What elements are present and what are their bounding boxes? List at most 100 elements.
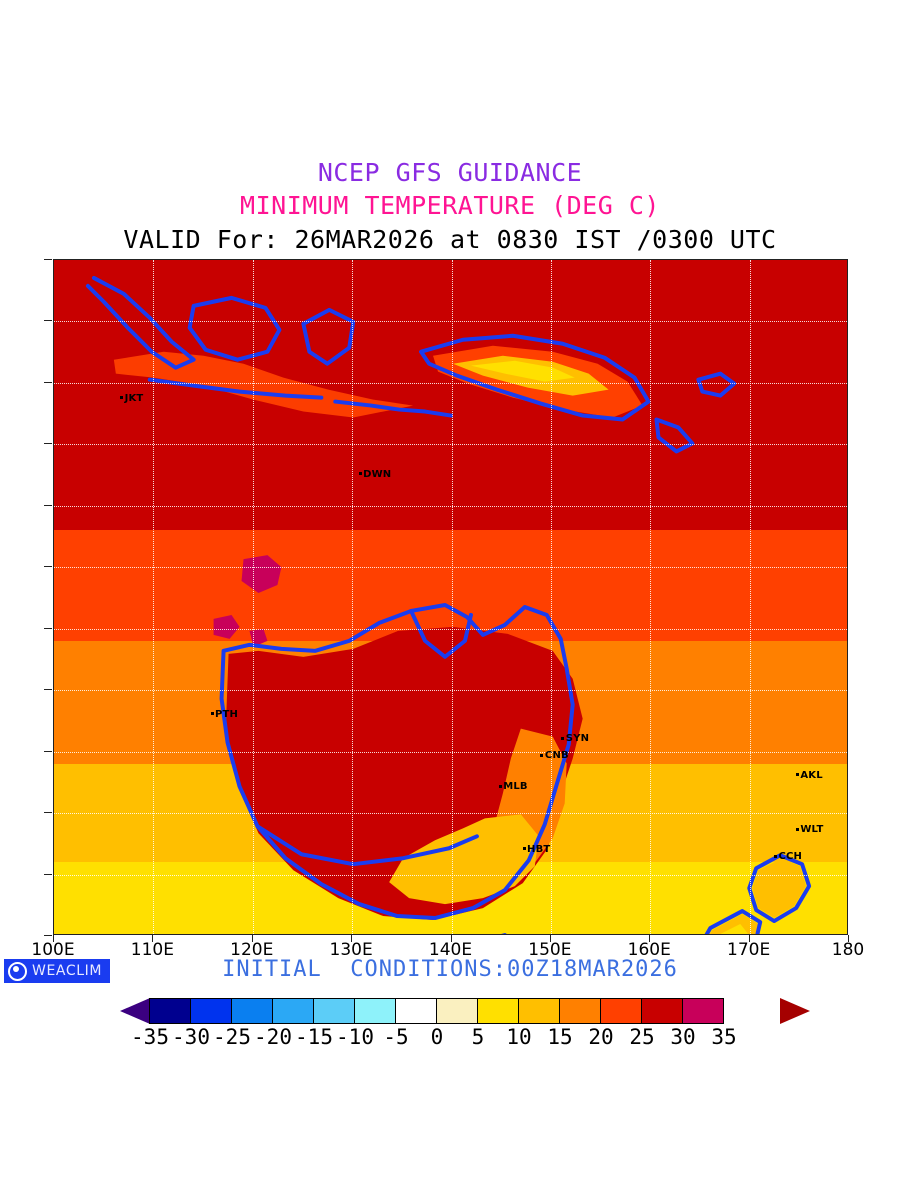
weaclim-logo: WEACLIM — [4, 959, 111, 983]
initial-conditions-text: INITIAL CONDITIONS:00Z18MAR2026 — [222, 957, 678, 982]
y-axis-tick-15S — [44, 504, 52, 506]
x-axis-tick-120E — [251, 935, 253, 942]
colorbar-tick--30: -30 — [172, 1025, 210, 1049]
city-label-WLT: WLT — [800, 824, 824, 836]
x-axis-tick-130E — [351, 935, 353, 942]
y-axis-tick-30S — [44, 689, 52, 691]
y-axis-tick-25S — [44, 627, 52, 629]
colorbar-low-cap — [120, 998, 150, 1024]
colorbar-segment-8 — [477, 998, 519, 1024]
colorbar-tick-0: 0 — [430, 1025, 444, 1049]
colorbar-segments — [149, 998, 724, 1024]
x-axis-label-130E: 130E — [329, 940, 373, 960]
coast-nz-north — [747, 853, 812, 924]
city-marker-WLT — [795, 827, 799, 831]
coast-australia — [219, 602, 575, 921]
city-marker-JKT — [120, 396, 124, 400]
globe-icon — [8, 961, 27, 981]
colorbar-segment-13 — [682, 998, 724, 1024]
colorbar: -35 -30 -25 -20 -15 -10 -5 0 5 10 15 20 25 30 35 — [0, 998, 900, 1050]
x-axis-label-180: 180 — [831, 940, 865, 960]
coast-lesser-sunda — [333, 399, 453, 418]
colorbar-segment-12 — [641, 998, 683, 1024]
colorbar-tick--35: -35 — [131, 1025, 169, 1049]
page-title-variable: MINIMUM TEMPERATURE (DEG C) — [240, 191, 660, 220]
nz-north-island-fill — [752, 858, 807, 919]
x-axis-label-140E: 140E — [428, 940, 473, 960]
colorbar-tick--5: -5 — [383, 1025, 409, 1049]
city-label-SYN: SYN — [565, 733, 590, 745]
colorbar-tick--10: -10 — [336, 1025, 374, 1049]
colorbar-segment-4 — [313, 998, 355, 1024]
colorbar-tick-5: 5 — [471, 1025, 485, 1049]
x-axis-label-160E: 160E — [627, 940, 671, 960]
page-title-model: NCEP GFS GUIDANCE — [317, 158, 583, 187]
x-axis-tick-160E — [649, 935, 651, 942]
nz-southern-alps-fill — [720, 924, 749, 934]
colorbar-high-cap — [780, 998, 810, 1024]
city-marker-CNB — [540, 753, 544, 757]
colorbar-segment-5 — [354, 998, 396, 1024]
logo-label: WEACLIM — [32, 963, 103, 979]
y-axis-tick-20S — [44, 566, 52, 568]
coast-carpentaria — [409, 608, 473, 659]
city-marker-MLB — [498, 784, 502, 788]
coast-island-group-ne — [696, 371, 737, 398]
colorbar-tick-20: 20 — [588, 1025, 614, 1049]
colorbar-tick-25: 25 — [629, 1025, 655, 1049]
colorbar-tick--25: -25 — [213, 1025, 251, 1049]
x-axis-label-100E: 100E — [31, 940, 75, 960]
coast-great-australian-bight — [255, 824, 479, 867]
x-axis-tick-140E — [450, 935, 452, 942]
city-label-AKL: AKL — [800, 769, 823, 781]
colorbar-segment-3 — [272, 998, 314, 1024]
nz-south-island-fill — [709, 914, 759, 934]
page-title-valid-time: VALID For: 26MAR2026 at 0830 IST /0300 U… — [123, 225, 777, 254]
wa-hot-patch-3 — [249, 628, 268, 647]
colorbar-tick-30: 30 — [670, 1025, 696, 1049]
map-canvas: JKT DWN PTH SYN CNB MLB HBT AKL WLT CCH — [53, 259, 848, 935]
new-guinea-highland-core — [470, 360, 575, 382]
y-axis-tick-40S — [44, 812, 52, 814]
city-label-HBT: HBT — [527, 843, 551, 855]
map-plot-area: JKT DWN PTH SYN CNB MLB HBT AKL WLT CCH — [53, 259, 848, 935]
city-label-JKT: JKT — [124, 392, 144, 404]
city-label-DWN: DWN — [363, 468, 392, 480]
colorbar-tick-35: 35 — [711, 1025, 737, 1049]
colorbar-segment-1 — [190, 998, 232, 1024]
y-axis-tick-5N — [44, 259, 52, 260]
city-marker-HBT — [522, 847, 526, 851]
city-marker-PTH — [210, 712, 214, 716]
coastline-and-contour-layer — [85, 275, 812, 934]
colorbar-segment-7 — [436, 998, 478, 1024]
y-axis-tick-50S — [44, 935, 52, 936]
city-marker-AKL — [795, 773, 799, 777]
city-marker-CCH — [773, 854, 777, 858]
x-axis-label-150E: 150E — [528, 940, 572, 960]
x-axis-tick-170E — [748, 935, 750, 942]
title-block: NCEP GFS GUIDANCE MINIMUM TEMPERATURE (D… — [0, 160, 900, 252]
colorbar-tick--20: -20 — [254, 1025, 292, 1049]
colorbar-segment-0 — [149, 998, 191, 1024]
colorbar-tick-15: 15 — [547, 1025, 573, 1049]
y-axis-tick-5S — [44, 381, 52, 383]
colorbar-tick-10: 10 — [506, 1025, 532, 1049]
city-marker-SYN — [561, 736, 565, 740]
city-label-CNB: CNB — [544, 750, 569, 762]
colorbar-segment-9 — [518, 998, 560, 1024]
colorbar-segment-11 — [600, 998, 642, 1024]
city-label-layer: JKT DWN PTH SYN CNB MLB HBT AKL WLT CCH — [54, 260, 847, 934]
colorbar-segment-2 — [231, 998, 273, 1024]
colorbar-tick--15: -15 — [295, 1025, 333, 1049]
coast-sumatra — [85, 275, 196, 370]
city-label-CCH: CCH — [778, 851, 803, 863]
y-axis-tick-35S — [44, 750, 52, 752]
wa-hot-patch-1 — [241, 555, 282, 594]
coastline-group — [85, 275, 812, 934]
x-axis-tick-180 — [848, 935, 849, 942]
x-axis-tick-100E — [53, 935, 54, 942]
coast-nz-south — [704, 909, 763, 934]
coast-sulawesi — [301, 307, 356, 366]
southeast-australia-fill — [389, 814, 539, 905]
